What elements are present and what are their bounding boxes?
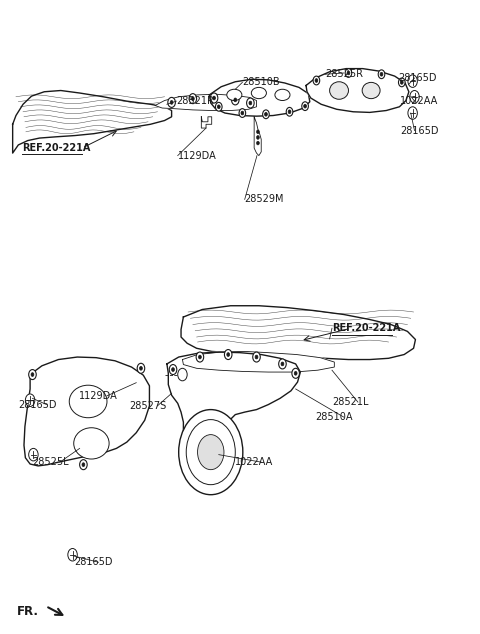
Text: 28165D: 28165D [18, 399, 57, 410]
Circle shape [398, 78, 405, 87]
Circle shape [288, 110, 291, 113]
Text: 28529M: 28529M [245, 195, 284, 204]
Ellipse shape [252, 87, 266, 99]
Circle shape [281, 362, 284, 366]
Text: REF.20-221A: REF.20-221A [22, 143, 90, 153]
Circle shape [256, 136, 259, 139]
Text: 28525R: 28525R [325, 69, 363, 79]
Text: 28521L: 28521L [332, 397, 369, 407]
Text: FR.: FR. [17, 605, 39, 618]
Circle shape [347, 71, 350, 75]
Circle shape [345, 68, 352, 77]
Text: 1022AA: 1022AA [400, 96, 439, 106]
Circle shape [294, 372, 297, 375]
Text: 28521R: 28521R [176, 96, 214, 106]
Circle shape [216, 103, 222, 111]
Circle shape [82, 463, 85, 467]
Ellipse shape [69, 385, 107, 418]
Text: 28525L: 28525L [33, 457, 69, 467]
Circle shape [210, 93, 218, 103]
Circle shape [256, 141, 259, 145]
Circle shape [247, 98, 254, 108]
Circle shape [380, 72, 383, 76]
Circle shape [217, 105, 220, 108]
Circle shape [170, 101, 173, 104]
Circle shape [137, 363, 145, 373]
Ellipse shape [275, 89, 290, 101]
Circle shape [231, 95, 239, 105]
Circle shape [227, 353, 229, 356]
Circle shape [186, 420, 235, 484]
Polygon shape [181, 306, 416, 359]
Circle shape [169, 365, 177, 375]
Polygon shape [155, 94, 256, 110]
Circle shape [189, 94, 197, 103]
Circle shape [302, 102, 308, 110]
Polygon shape [12, 91, 172, 153]
Circle shape [225, 349, 232, 359]
Circle shape [172, 368, 174, 372]
Text: 28165D: 28165D [398, 73, 436, 83]
Circle shape [179, 410, 243, 495]
Ellipse shape [330, 82, 348, 100]
Text: 1129DA: 1129DA [79, 391, 118, 401]
Circle shape [196, 352, 204, 362]
Circle shape [192, 97, 194, 101]
Circle shape [410, 91, 419, 103]
Circle shape [199, 355, 201, 359]
Circle shape [29, 448, 38, 461]
Polygon shape [182, 351, 335, 372]
Text: 1022AA: 1022AA [235, 457, 274, 467]
Text: 1129DA: 1129DA [178, 151, 216, 160]
Text: REF.20-221A: REF.20-221A [332, 323, 400, 333]
Circle shape [249, 101, 252, 105]
Circle shape [178, 368, 187, 381]
Circle shape [400, 81, 403, 84]
Circle shape [256, 130, 259, 134]
Circle shape [292, 368, 300, 378]
Circle shape [239, 108, 246, 117]
Polygon shape [24, 357, 149, 466]
Circle shape [313, 76, 320, 85]
Circle shape [286, 107, 293, 116]
Circle shape [253, 352, 260, 362]
Polygon shape [167, 352, 300, 467]
Ellipse shape [362, 82, 380, 99]
Text: 28165D: 28165D [74, 557, 112, 567]
Circle shape [263, 110, 269, 119]
Ellipse shape [74, 428, 109, 459]
Polygon shape [254, 117, 261, 155]
Circle shape [315, 79, 318, 82]
Polygon shape [209, 79, 310, 116]
Circle shape [168, 98, 175, 107]
Circle shape [140, 366, 143, 370]
Circle shape [408, 75, 417, 87]
Circle shape [198, 435, 224, 470]
Circle shape [408, 107, 417, 119]
Circle shape [68, 548, 77, 561]
Circle shape [80, 460, 87, 470]
Text: 28165D: 28165D [400, 126, 439, 136]
Ellipse shape [227, 89, 242, 101]
Text: 28510A: 28510A [315, 412, 353, 422]
Circle shape [234, 98, 237, 102]
Circle shape [25, 394, 35, 406]
Circle shape [304, 104, 307, 108]
Circle shape [255, 355, 258, 359]
Circle shape [378, 70, 385, 79]
Polygon shape [201, 117, 212, 128]
Circle shape [213, 96, 216, 100]
Polygon shape [306, 68, 409, 112]
Circle shape [264, 112, 267, 116]
Circle shape [31, 373, 34, 377]
Circle shape [279, 359, 286, 369]
Circle shape [241, 111, 244, 115]
Circle shape [29, 370, 36, 380]
Text: 28527S: 28527S [129, 401, 167, 411]
Text: 28510B: 28510B [242, 77, 280, 87]
